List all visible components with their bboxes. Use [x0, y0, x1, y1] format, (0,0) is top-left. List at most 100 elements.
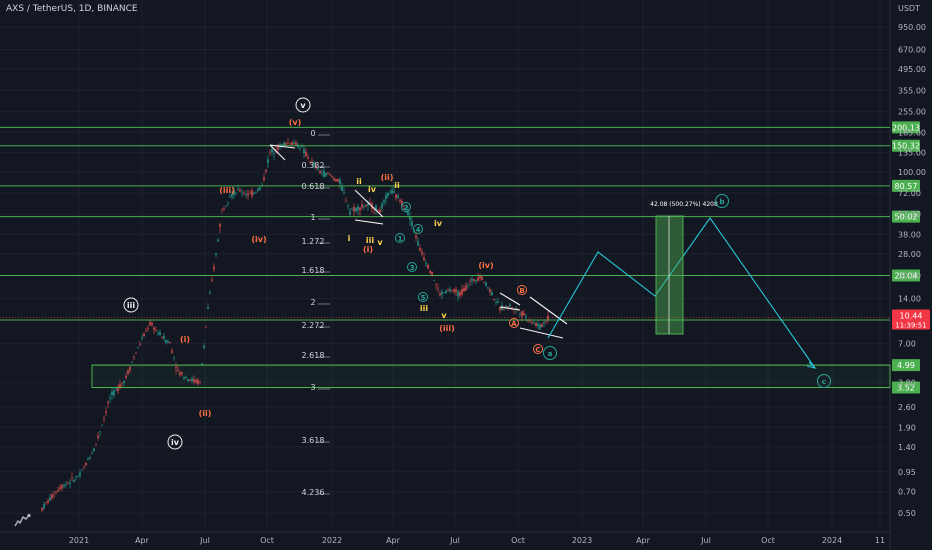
fib-level-label: 3.618 [302, 436, 325, 445]
candle-body [205, 327, 207, 328]
candle-body [499, 306, 501, 311]
candle-body [225, 205, 227, 207]
candle-body [339, 179, 341, 184]
candle-body [277, 144, 279, 150]
wave-label: a [548, 350, 553, 358]
candle-body [265, 169, 267, 172]
candle-body [317, 168, 319, 169]
candle-body [147, 328, 149, 330]
candle-body [539, 324, 541, 329]
candle-body [117, 386, 119, 392]
candle-body [441, 291, 443, 295]
candle-body [309, 161, 311, 163]
candle-body [57, 490, 59, 492]
countdown-timer: 11:39:51 [895, 322, 926, 330]
x-tick-label: Jul [700, 536, 711, 545]
time-axis[interactable]: 2021 Apr Jul Oct 2022 Apr Jul Oct 2023 Apr Jul Oct 2… [69, 536, 885, 545]
candle-body [489, 289, 491, 293]
y-tick-label: 0.95 [898, 468, 916, 477]
candle-body [191, 378, 193, 381]
candle-body [359, 207, 361, 211]
candle-body [219, 224, 221, 227]
candle-body [427, 264, 429, 269]
candle-body [287, 142, 289, 143]
wave-label: A [511, 320, 517, 328]
candle-body [335, 179, 337, 182]
candle-body [491, 292, 493, 296]
candle-body [183, 377, 185, 379]
candle-body [259, 187, 261, 190]
wave-label: iii [127, 301, 135, 310]
candle-body [43, 503, 45, 509]
level-tag [892, 139, 920, 152]
candle-body [169, 342, 171, 344]
wave-label: v [300, 101, 306, 110]
candle-body [285, 142, 287, 145]
candle-body [395, 194, 397, 198]
wave-label: 3 [410, 264, 415, 272]
candle-body [481, 276, 483, 280]
candle-body [465, 285, 467, 291]
candle-body [379, 209, 381, 213]
candle-body [531, 322, 533, 324]
candle-body [337, 179, 339, 182]
candle-body [145, 330, 147, 332]
wave-label: iii [366, 236, 374, 245]
wave-circle [407, 262, 417, 272]
candle-body [171, 350, 173, 354]
candle-body [119, 384, 121, 389]
candle-body [49, 497, 51, 501]
candle-body [447, 289, 449, 291]
candle-body [203, 345, 205, 348]
projection-path [547, 217, 816, 369]
candle-body [245, 194, 247, 196]
candle-body [115, 389, 117, 390]
candle-body [263, 177, 265, 180]
symbol-title: AXS / TetherUS, 1D, BINANCE [6, 4, 138, 14]
y-tick-label: 7.00 [898, 339, 916, 348]
x-tick-label: Jul [449, 536, 460, 545]
candle-body [469, 280, 471, 282]
candle-body [437, 287, 439, 289]
candle-body [125, 375, 127, 378]
wave-label: iii [420, 304, 428, 313]
trendline [354, 219, 384, 225]
candle-body [55, 491, 57, 493]
candle-body [527, 320, 529, 322]
wave-label: v [377, 238, 383, 247]
fib-level-label: 2 [310, 298, 315, 307]
candle-body [383, 200, 385, 203]
candle-body [409, 216, 411, 220]
candle-body [69, 482, 71, 484]
candle-body [507, 306, 509, 308]
candle-body [215, 253, 217, 255]
candle-body [497, 301, 499, 303]
y-tick-label: 3.80 [898, 379, 916, 388]
candle-body [431, 271, 433, 276]
x-tick-label: 2022 [322, 536, 342, 545]
candle-body [449, 288, 451, 292]
candle-body [397, 195, 399, 198]
fib-level-label: 1.272 [302, 237, 325, 246]
candle-body [407, 211, 409, 215]
candle-body [211, 279, 213, 281]
x-tick-label: Apr [386, 536, 401, 545]
measure-label: 42.08 (500.27%) 4208 [650, 201, 718, 208]
wave-label: c [822, 378, 826, 386]
candle-body [455, 289, 457, 292]
price-axis[interactable]: 950.00 670.00 495.00 355.00 255.00 185.00 135.… [898, 23, 926, 518]
current-price-value: 10.44 [900, 312, 923, 321]
candle-body [51, 494, 53, 499]
candle-body [429, 271, 431, 273]
candle-body [515, 308, 517, 309]
candle-body [403, 208, 405, 210]
candle-body [187, 379, 189, 382]
wave-label: 1 [398, 235, 403, 243]
candle-body [509, 304, 511, 307]
candle-body [487, 287, 489, 289]
candle-body [541, 324, 543, 327]
wave-circle [167, 434, 183, 450]
candle-body [199, 381, 201, 383]
